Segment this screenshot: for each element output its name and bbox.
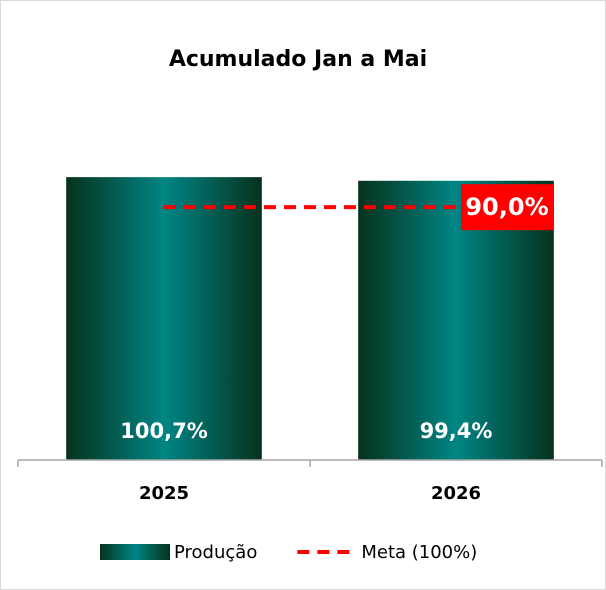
meta-label-box (461, 184, 554, 231)
bar-value-label: 99,4% (420, 419, 493, 443)
bar (66, 177, 262, 460)
bar-value-label: 100,7% (120, 419, 207, 443)
legend-swatch (100, 544, 170, 560)
legend-label: Meta (100%) (361, 542, 477, 563)
legend-label: Produção (174, 542, 257, 563)
x-tick-label: 2026 (431, 483, 481, 504)
x-tick-label: 2025 (139, 483, 189, 504)
meta-value-label: 90,0% (465, 193, 548, 221)
chart-title: Acumulado Jan a Mai (169, 47, 427, 72)
